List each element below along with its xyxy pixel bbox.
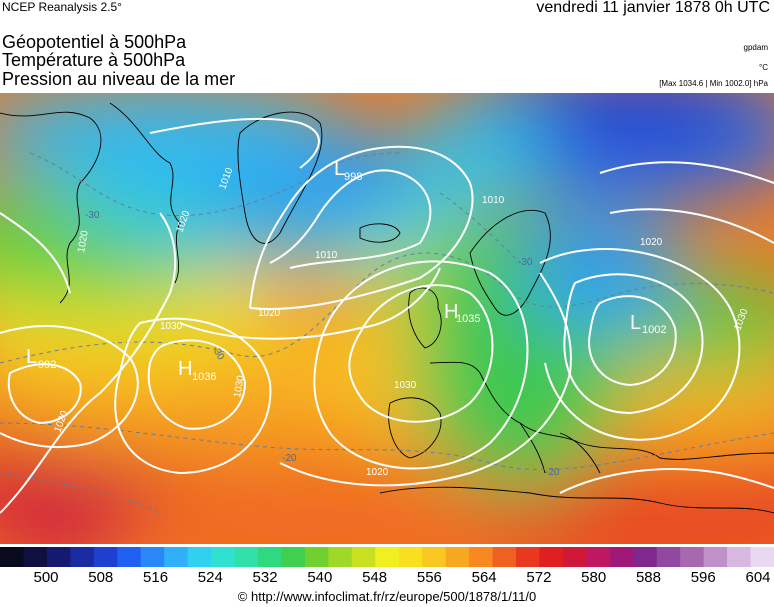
color-scale-tick: 556 [416, 569, 442, 586]
color-scale-tick: 580 [581, 569, 607, 586]
color-scale-tick: 604 [745, 569, 771, 586]
source-label: NCEP Reanalysis 2.5° [2, 0, 122, 14]
pressure-center-value: 992 [38, 359, 56, 371]
color-scale-swatch [680, 547, 705, 567]
date-label: vendredi 11 janvier 1878 0h UTC [536, 0, 770, 16]
color-scale-tick: 564 [471, 569, 497, 586]
color-scale-swatch [0, 547, 24, 567]
color-scale-swatch [23, 547, 48, 567]
color-scale [0, 547, 774, 567]
color-scale-swatch [281, 547, 306, 567]
pressure-center-value: 1035 [456, 313, 480, 325]
pressure-center-value: 1036 [192, 371, 216, 383]
color-scale-swatch [187, 547, 212, 567]
unit-geopotential: gpdam [743, 43, 768, 52]
color-scale-swatch [140, 547, 165, 567]
pressure-center-type: H [178, 358, 192, 380]
color-scale-swatch [703, 547, 728, 567]
color-scale-swatch [375, 547, 400, 567]
pressure-center-type: L [26, 346, 37, 368]
color-scale-swatch [539, 547, 564, 567]
color-scale-swatch [46, 547, 71, 567]
title-pressure: Pression au niveau de la mer [2, 69, 236, 89]
isobar-label: 1020 [640, 237, 663, 248]
pressure-center-value: 1002 [642, 324, 666, 336]
pressure-center-type: L [334, 158, 345, 180]
color-scale-swatch [164, 547, 189, 567]
isobar-label: 1030 [394, 380, 417, 391]
isobar-label: 1030 [160, 321, 183, 332]
pressure-center-value: 998 [344, 171, 362, 183]
color-scale-swatch [304, 547, 329, 567]
color-scale-swatch [328, 547, 353, 567]
color-scale-swatch [117, 547, 142, 567]
color-scale-swatch [469, 547, 494, 567]
isotherm-label: -20 [282, 453, 297, 464]
color-scale-swatch [586, 547, 611, 567]
color-scale-swatch [750, 547, 774, 567]
unit-pressure: [Max 1034.6 | Min 1002.0] hPa [659, 79, 768, 88]
color-scale-swatch [609, 547, 634, 567]
isobar-label: 1020 [258, 308, 281, 319]
color-scale-swatch [234, 547, 259, 567]
color-scale-tick: 596 [690, 569, 716, 586]
isobar-label: 1010 [315, 250, 338, 261]
color-scale-swatch [562, 547, 587, 567]
color-scale-swatch [211, 547, 236, 567]
title-temperature: Température à 500hPa [2, 50, 186, 70]
color-scale-swatch [633, 547, 658, 567]
color-scale-swatch [398, 547, 423, 567]
color-scale-tick: 572 [526, 569, 552, 586]
isotherms [0, 152, 774, 514]
color-scale-tick: 532 [252, 569, 278, 586]
credit-link[interactable]: © http://www.infoclimat.fr/rz/europe/500… [237, 589, 537, 604]
color-scale-swatch [492, 547, 517, 567]
color-scale-swatch [70, 547, 95, 567]
isobar-label: 1010 [482, 195, 505, 206]
weather-map: L 998 L 1002 L 992 H 1036 H 1035 1010 10… [0, 93, 774, 544]
isotherm-label: -20 [545, 467, 560, 478]
color-scale-swatch [258, 547, 282, 567]
weather-map-svg: L 998 L 1002 L 992 H 1036 H 1035 1010 10… [0, 93, 774, 544]
coastlines [0, 102, 774, 514]
color-scale-tick: 516 [143, 569, 169, 586]
isotherm-label: -30 [85, 210, 100, 221]
color-scale-tick: 588 [635, 569, 661, 586]
geopotential-field [0, 93, 774, 544]
color-scale-swatch [445, 547, 470, 567]
color-scale-swatch [656, 547, 681, 567]
color-scale-swatch [422, 547, 447, 567]
color-scale-tick: 500 [33, 569, 59, 586]
isotherm-label: -30 [518, 257, 533, 268]
color-scale-tick: 524 [197, 569, 223, 586]
color-scale-swatch [727, 547, 752, 567]
color-scale-swatch [351, 547, 376, 567]
color-scale-tick: 540 [307, 569, 333, 586]
color-scale-swatch [516, 547, 540, 567]
isobar-label: 1030 [232, 374, 247, 398]
color-scale-swatch [93, 547, 118, 567]
isobars [0, 117, 774, 514]
title-geopotential: Géopotentiel à 500hPa [2, 32, 187, 52]
color-scale-tick: 548 [362, 569, 388, 586]
isobar-label: 1020 [366, 467, 389, 478]
color-scale-ticks: 500 508 516 524 532 540 548 556 564 572 580 588 596 6… [0, 569, 774, 589]
unit-temperature: °C [759, 63, 768, 72]
color-scale-tick: 508 [88, 569, 114, 586]
isobar-label: 1020 [76, 229, 91, 253]
pressure-center-type: H [444, 301, 458, 323]
pressure-center-type: L [630, 312, 641, 334]
